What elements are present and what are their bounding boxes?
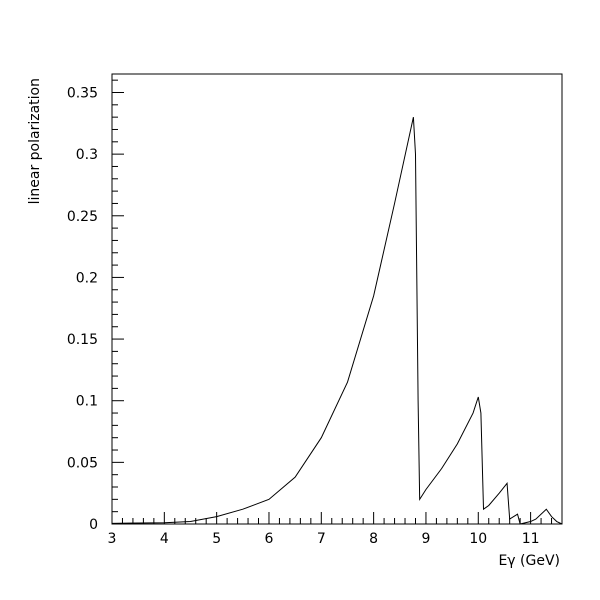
y-tick-label: 0.15 (67, 332, 98, 348)
y-tick-label: 0.35 (67, 85, 98, 101)
x-tick-label: 7 (317, 531, 326, 547)
x-axis-label: Eγ (GeV) (498, 553, 560, 569)
y-axis-label: linear polarization (27, 78, 43, 204)
y-ticks: 0 0.05 0.1 0.15 0.2 0.25 0.3 0.35 (67, 79, 124, 533)
plot-frame (111, 73, 563, 525)
x-ticks: 3 4 5 6 7 8 9 10 11 (108, 512, 563, 547)
x-tick-label: 5 (212, 531, 221, 547)
x-tick-label: 9 (421, 531, 430, 547)
x-tick-label: 8 (369, 531, 378, 547)
x-tick-label: 11 (522, 531, 540, 547)
x-tick-label: 4 (160, 531, 169, 547)
y-tick-label: 0.1 (76, 394, 98, 410)
x-tick-label: 6 (265, 531, 274, 547)
x-tick-label: 10 (469, 531, 487, 547)
y-tick-label: 0.3 (76, 147, 98, 163)
y-tick-label: 0.25 (67, 209, 98, 225)
y-tick-label: 0.2 (76, 270, 98, 286)
y-tick-label: 0 (89, 517, 98, 533)
y-tick-label: 0.05 (67, 455, 98, 471)
x-tick-label: 3 (108, 531, 117, 547)
polarization-line (111, 117, 563, 525)
